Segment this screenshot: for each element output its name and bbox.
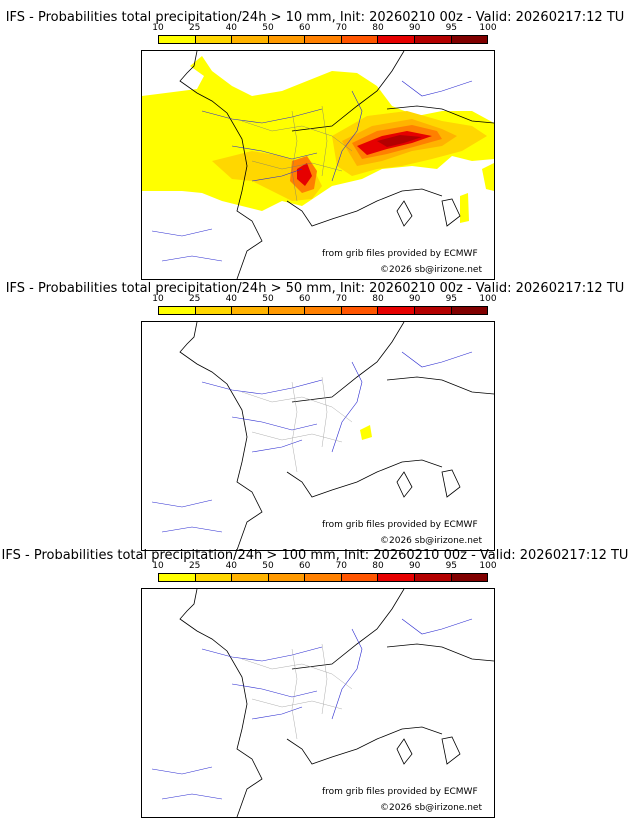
copyright-credit: ©2026 sb@irizone.net bbox=[380, 265, 482, 275]
panel-title: IFS - Probabilities total precipitation/… bbox=[5, 10, 625, 25]
tick-label: 90 bbox=[408, 294, 421, 304]
colorbar-ticks: 10 25 40 50 60 70 80 90 95 100 bbox=[152, 294, 496, 306]
colorbar-swatch bbox=[195, 574, 233, 581]
colorbar-swatch bbox=[232, 36, 269, 43]
coastlines bbox=[179, 51, 494, 279]
colorbar-swatch bbox=[268, 307, 306, 314]
precip-shading bbox=[360, 425, 372, 440]
tick-label: 70 bbox=[335, 561, 348, 571]
tick-label: 100 bbox=[479, 294, 497, 304]
tick-label: 90 bbox=[408, 561, 421, 571]
colorbar-swatch bbox=[268, 574, 306, 581]
admin-boundaries bbox=[241, 376, 353, 473]
colorbar bbox=[158, 35, 488, 44]
tick-label: 100 bbox=[479, 561, 497, 571]
colorbar-swatch bbox=[378, 574, 415, 581]
colorbar-swatch bbox=[195, 36, 233, 43]
rivers bbox=[151, 618, 473, 800]
tick-label: 80 bbox=[372, 23, 384, 33]
colorbar-swatch bbox=[451, 36, 488, 43]
panel-title: IFS - Probabilities total precipitation/… bbox=[1, 548, 629, 563]
tick-label: 95 bbox=[445, 294, 458, 304]
colorbar-swatch bbox=[414, 574, 452, 581]
colorbar-swatch bbox=[378, 36, 415, 43]
coastlines bbox=[179, 322, 494, 550]
colorbar-swatch bbox=[305, 36, 342, 43]
source-credit: from grib files provided by ECMWF bbox=[322, 249, 478, 259]
tick-label: 10 bbox=[152, 294, 164, 304]
tick-label: 80 bbox=[372, 561, 384, 571]
probability-map: from grib files provided by ECMWF ©2026 … bbox=[141, 50, 495, 280]
admin-boundaries bbox=[241, 643, 353, 740]
tick-label: 95 bbox=[445, 561, 458, 571]
panel-50mm: IFS - Probabilities total precipitation/… bbox=[0, 281, 630, 551]
tick-label: 25 bbox=[188, 294, 201, 304]
tick-label: 70 bbox=[335, 294, 348, 304]
map-graphic: from grib files provided by ECMWF ©2026 … bbox=[151, 322, 494, 550]
tick-label: 70 bbox=[335, 23, 348, 33]
colorbar bbox=[158, 306, 488, 315]
colorbar-swatch bbox=[414, 36, 452, 43]
tick-label: 100 bbox=[479, 23, 497, 33]
tick-label: 95 bbox=[445, 23, 458, 33]
source-credit: from grib files provided by ECMWF bbox=[322, 520, 478, 530]
colorbar-swatch bbox=[341, 574, 379, 581]
colorbar-ticks: 10 25 40 50 60 70 80 90 95 100 bbox=[152, 23, 496, 35]
colorbar-swatch bbox=[414, 307, 452, 314]
tick-label: 10 bbox=[152, 561, 164, 571]
map-graphic: from grib files provided by ECMWF ©2026 … bbox=[151, 589, 494, 817]
colorbar-swatch bbox=[232, 574, 269, 581]
colorbar-swatch bbox=[305, 574, 342, 581]
tick-label: 50 bbox=[262, 561, 274, 571]
colorbar-swatch bbox=[268, 36, 306, 43]
rivers bbox=[151, 80, 473, 262]
tick-label: 10 bbox=[152, 23, 164, 33]
tick-label: 40 bbox=[225, 23, 238, 33]
probability-map: from grib files provided by ECMWF ©2026 … bbox=[141, 588, 495, 818]
colorbar-ticks: 10 25 40 50 60 70 80 90 95 100 bbox=[152, 561, 496, 573]
rivers bbox=[151, 351, 473, 533]
tick-label: 25 bbox=[188, 23, 201, 33]
tick-label: 50 bbox=[262, 23, 274, 33]
tick-label: 90 bbox=[408, 23, 421, 33]
probability-map: from grib files provided by ECMWF ©2026 … bbox=[141, 321, 495, 551]
copyright-credit: ©2026 sb@irizone.net bbox=[380, 803, 482, 813]
panel-10mm: IFS - Probabilities total precipitation/… bbox=[0, 10, 630, 280]
tick-label: 25 bbox=[188, 561, 201, 571]
tick-label: 60 bbox=[298, 561, 311, 571]
colorbar-swatch bbox=[341, 307, 379, 314]
tick-label: 40 bbox=[225, 561, 238, 571]
admin-boundaries bbox=[241, 105, 353, 202]
tick-label: 50 bbox=[262, 294, 274, 304]
colorbar-swatch bbox=[232, 307, 269, 314]
tick-label: 60 bbox=[298, 23, 311, 33]
tick-label: 80 bbox=[372, 294, 384, 304]
tick-label: 60 bbox=[298, 294, 311, 304]
panel-title: IFS - Probabilities total precipitation/… bbox=[5, 281, 625, 296]
colorbar-swatch bbox=[341, 36, 379, 43]
colorbar-swatch bbox=[305, 307, 342, 314]
colorbar-swatch bbox=[195, 307, 233, 314]
coastlines bbox=[179, 589, 494, 817]
source-credit: from grib files provided by ECMWF bbox=[322, 787, 478, 797]
copyright-credit: ©2026 sb@irizone.net bbox=[380, 536, 482, 546]
map-graphic: from grib files provided by ECMWF ©2026 … bbox=[142, 51, 494, 279]
colorbar-swatch bbox=[159, 574, 196, 581]
colorbar-swatch bbox=[159, 36, 196, 43]
precip-shading bbox=[142, 56, 494, 223]
tick-label: 40 bbox=[225, 294, 238, 304]
colorbar-swatch bbox=[451, 574, 488, 581]
colorbar bbox=[158, 573, 488, 582]
colorbar-swatch bbox=[451, 307, 488, 314]
colorbar-swatch bbox=[159, 307, 196, 314]
panel-100mm: IFS - Probabilities total precipitation/… bbox=[0, 548, 630, 818]
colorbar-swatch bbox=[378, 307, 415, 314]
